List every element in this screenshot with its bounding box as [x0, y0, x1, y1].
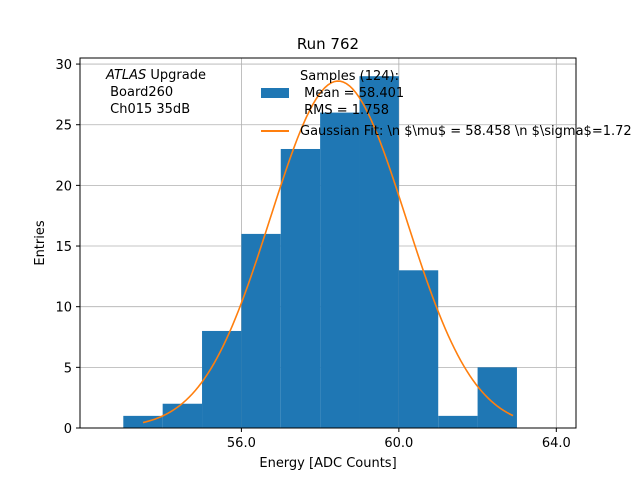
annotation-atlas: ATLAS: [105, 68, 146, 83]
y-axis-label: Entries: [33, 220, 48, 266]
x-tick-label: 60.0: [384, 436, 413, 451]
histogram-bar: [477, 367, 517, 428]
annotation-line-2: Board260: [106, 85, 173, 100]
legend-hist-swatch: [261, 88, 289, 98]
x-axis-label: Energy [ADC Counts]: [259, 456, 396, 471]
y-axis: 0 5 10 15 20 25 30: [55, 58, 80, 437]
annotation-upgrade: Upgrade: [146, 68, 206, 83]
legend-hist-line-2: Mean = 58.401: [300, 86, 404, 101]
annotation-box: ATLAS Upgrade Board260 Ch015 35dB: [105, 68, 206, 117]
legend-hist-line-1: Samples (124):: [300, 69, 399, 84]
y-tick-label: 5: [64, 361, 72, 376]
x-axis: 56.0 60.0 64.0: [227, 428, 571, 451]
histogram-bar: [162, 403, 203, 428]
y-tick-label: 25: [55, 119, 72, 134]
legend-hist-line-3: RMS = 1.758: [300, 103, 389, 118]
x-tick-label: 56.0: [227, 436, 256, 451]
y-tick-label: 10: [55, 301, 72, 316]
x-tick-label: 64.0: [542, 436, 571, 451]
y-tick-label: 30: [55, 58, 72, 73]
histogram-bar: [202, 330, 242, 428]
histogram-bar: [280, 148, 321, 428]
annotation-line-1: ATLAS Upgrade: [105, 68, 206, 83]
histogram-bars: [123, 76, 517, 429]
histogram-bar: [241, 233, 281, 428]
y-tick-label: 20: [55, 179, 72, 194]
y-tick-label: 0: [64, 422, 72, 437]
histogram-bar: [438, 415, 478, 428]
y-tick-label: 15: [55, 240, 72, 255]
annotation-line-3: Ch015 35dB: [106, 102, 190, 117]
gaussian-fit: [142, 80, 514, 424]
histogram-bar: [359, 76, 399, 429]
histogram-bar: [320, 112, 360, 429]
gaussian-fit-curve: [142, 80, 514, 424]
chart-title: Run 762: [297, 35, 359, 53]
legend-fit-label: Gaussian Fit: \n $\mu$ = 58.458 \n $\sig…: [300, 124, 632, 139]
plot-frame: [79, 57, 577, 429]
legend: Samples (124): Mean = 58.401 RMS = 1.758…: [261, 69, 632, 139]
